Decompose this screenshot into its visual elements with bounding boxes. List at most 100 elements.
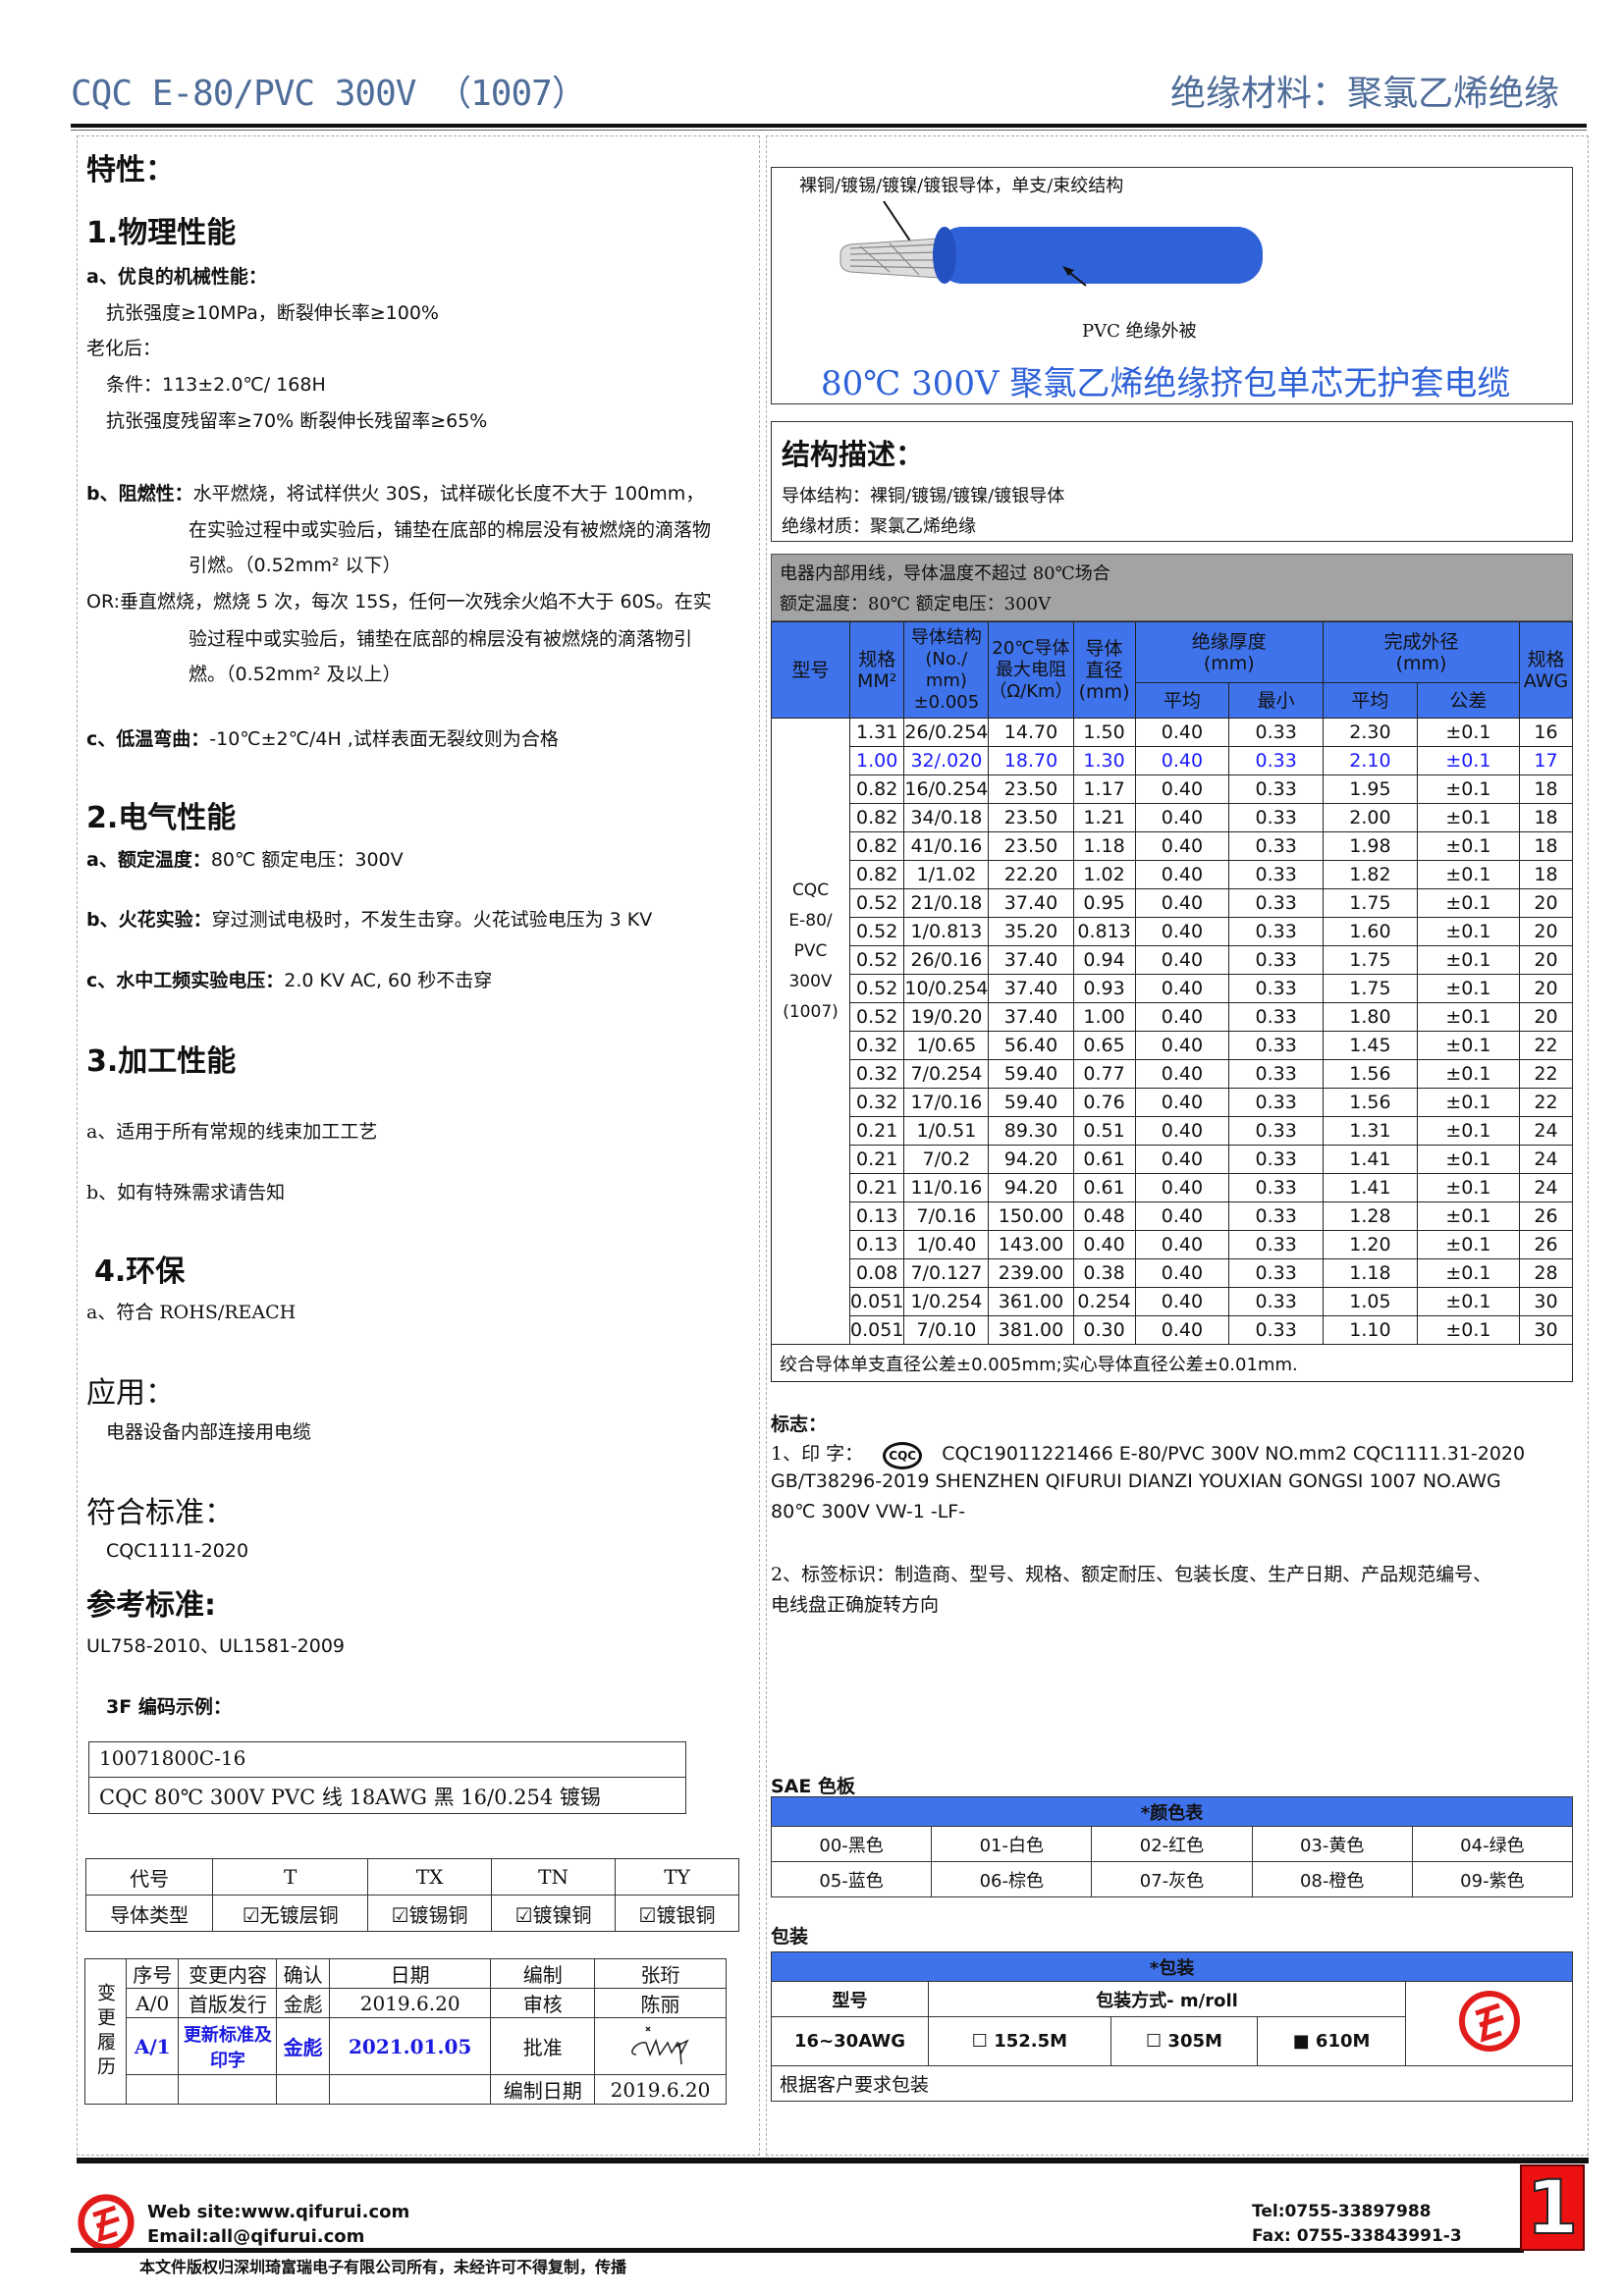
spec-cell: ±0.1 [1416,1002,1521,1032]
spec-cell: ±0.1 [1416,774,1521,804]
spec-cell: ±0.1 [1416,945,1521,975]
flame-text-2: 在实验过程中或实验后，铺垫在底部的棉层没有被燃烧的滴落物 [189,519,712,541]
spec-cell: 0.33 [1228,1287,1325,1316]
footer-fax: Fax: 0755-33843991-3 [1252,2226,1462,2246]
spec-cell: 24 [1519,1173,1573,1202]
spec-cell: 23.50 [988,831,1074,861]
spec-cell: 35.20 [988,917,1074,946]
model-cell: CQC E-80/ PVC 300V (1007) [771,718,850,1345]
spec-cell: 22 [1519,1059,1573,1089]
history-cell: 审核 [490,1988,595,2018]
packing-option-610[interactable]: ■ 610M [1257,2016,1406,2066]
spec-cell: 0.40 [1134,1173,1230,1202]
spec-cell: 17/0.16 [903,1088,990,1117]
spark-label: b、火花实验： [86,909,212,931]
spec-row: 0.13 1/0.40 143.00 0.40 0.40 0.33 1.20 ±0.1 26 [772,1230,1573,1259]
spec-row: 0.52 21/0.18 37.40 0.95 0.40 0.33 1.75 ±0.1 20 [772,888,1573,918]
spec-cell: 1.31 [848,718,905,747]
flame-text-3: 引燃。（0.52mm² 以下） [189,555,402,576]
usage-box: 电器内部用线，导体温度不超过 80℃场合 额定温度：80℃ 额定电压：300V [771,554,1573,621]
spec-cell: 0.40 [1134,974,1230,1003]
spec-cell: 1.05 [1323,1287,1418,1316]
history-header: 变更内容 [178,1958,278,1989]
footer-divider-top [77,2158,1589,2163]
spec-cell: 0.13 [848,1201,905,1231]
physical-a-label: a、优良的机械性能： [86,266,267,288]
spec-cell: 26 [1519,1230,1573,1259]
footer-website[interactable]: Web site:www.qifurui.com [147,2202,410,2222]
spec-cell: 1.75 [1323,888,1418,918]
code-table-cell: ☑镀镍铜 [491,1895,617,1932]
spec-cell: 7/0.16 [903,1201,990,1231]
history-header: 编制 [490,1958,595,1989]
env-title: 4.环保 [94,1255,186,1289]
spec-cell: 0.33 [1228,1201,1325,1231]
spec-cell: 24 [1519,1145,1573,1174]
header-resistance: 20℃导体 最大电阻 （Ω/Km） [988,621,1074,719]
spec-cell: 0.40 [1134,1145,1230,1174]
aging-retention: 抗张强度残留率≥70% 断裂伸长残留率≥65% [106,410,488,432]
spec-cell: ±0.1 [1416,831,1521,861]
spec-cell: 0.33 [1228,831,1325,861]
spec-cell: 0.52 [848,917,905,946]
spec-cell: 26/0.16 [903,945,990,975]
standard-title: 符合标准： [86,1496,234,1530]
spec-cell: 59.40 [988,1059,1074,1089]
spec-cell: 37.40 [988,1002,1074,1032]
spec-cell: 0.08 [848,1258,905,1288]
left-column [77,135,760,2156]
history-row: A/0 首版发行 金彪 2019.6.20 审核 陈丽 [85,1988,727,2018]
spec-cell: 0.33 [1228,774,1325,804]
spec-cell: 0.40 [1134,888,1230,918]
structure-title: 结构描述： [782,438,925,471]
packing-option-152[interactable]: ☐ 152.5M [928,2016,1111,2066]
code-table-cell: ☑无镀层铜 [212,1895,369,1932]
spec-cell: 26/0.254 [903,718,990,747]
spec-cell: 0.40 [1134,1315,1230,1345]
spec-cell: ±0.1 [1416,974,1521,1003]
spec-cell: 20 [1519,888,1573,918]
pvc-sheath [937,227,1263,284]
spec-cell: 22 [1519,1031,1573,1060]
spec-cell: 1.82 [1323,860,1418,889]
spec-cell: 0.21 [848,1116,905,1146]
spec-cell: 0.40 [1134,1287,1230,1316]
spec-cell: 0.38 [1072,1258,1136,1288]
spec-cell: ±0.1 [1416,917,1521,946]
spec-cell: 1.56 [1323,1088,1418,1117]
spec-cell: 0.40 [1134,1088,1230,1117]
spec-cell: 2.30 [1323,718,1418,747]
spec-cell: 7/0.127 [903,1258,990,1288]
spec-cell: 59.40 [988,1088,1074,1117]
spec-cell: 18 [1519,803,1573,832]
spec-cell: 0.813 [1072,917,1136,946]
spec-cell: 0.33 [1228,1258,1325,1288]
spec-cell: 0.33 [1228,1088,1325,1117]
footer-divider [71,2248,1524,2253]
spec-cell: 1.18 [1323,1258,1418,1288]
spec-cell: 1.18 [1072,831,1136,861]
spec-cell: 94.20 [988,1173,1074,1202]
spec-row: 0.52 10/0.254 37.40 0.93 0.40 0.33 1.75 ±0.1 20 [772,974,1573,1003]
spec-cell: 0.40 [1134,860,1230,889]
code-table-header: TN [491,1858,617,1896]
footer-logo-icon [78,2194,135,2251]
spec-cell: 0.051 [848,1315,905,1345]
packing-option-305[interactable]: ☐ 305M [1110,2016,1259,2066]
spec-cell: 0.52 [848,945,905,975]
spec-cell: ±0.1 [1416,1059,1521,1089]
packing-method-header: 包装方式- m/roll [928,1981,1406,2017]
spec-row: 0.52 1/0.813 35.20 0.813 0.40 0.33 1.60 ±0.1 20 [772,917,1573,946]
spec-cell: 18 [1519,860,1573,889]
spec-cell: 0.33 [1228,1230,1325,1259]
spec-cell: 18 [1519,774,1573,804]
spec-cell: 18.70 [988,746,1074,775]
spec-cell: 0.65 [1072,1031,1136,1060]
spec-cell: 0.33 [1228,1116,1325,1146]
spec-cell: 2.10 [1323,746,1418,775]
spec-cell: 1.10 [1323,1315,1418,1345]
footer-email[interactable]: Email:all@qifurui.com [147,2226,365,2247]
spec-cell: 16 [1519,718,1573,747]
spec-cell: 0.40 [1134,1201,1230,1231]
conductor-code-table: 代号 T TX TN TY 导体类型 ☑无镀层铜 ☑镀锡铜 ☑镀镍铜 ☑镀银铜 [84,1858,739,1932]
